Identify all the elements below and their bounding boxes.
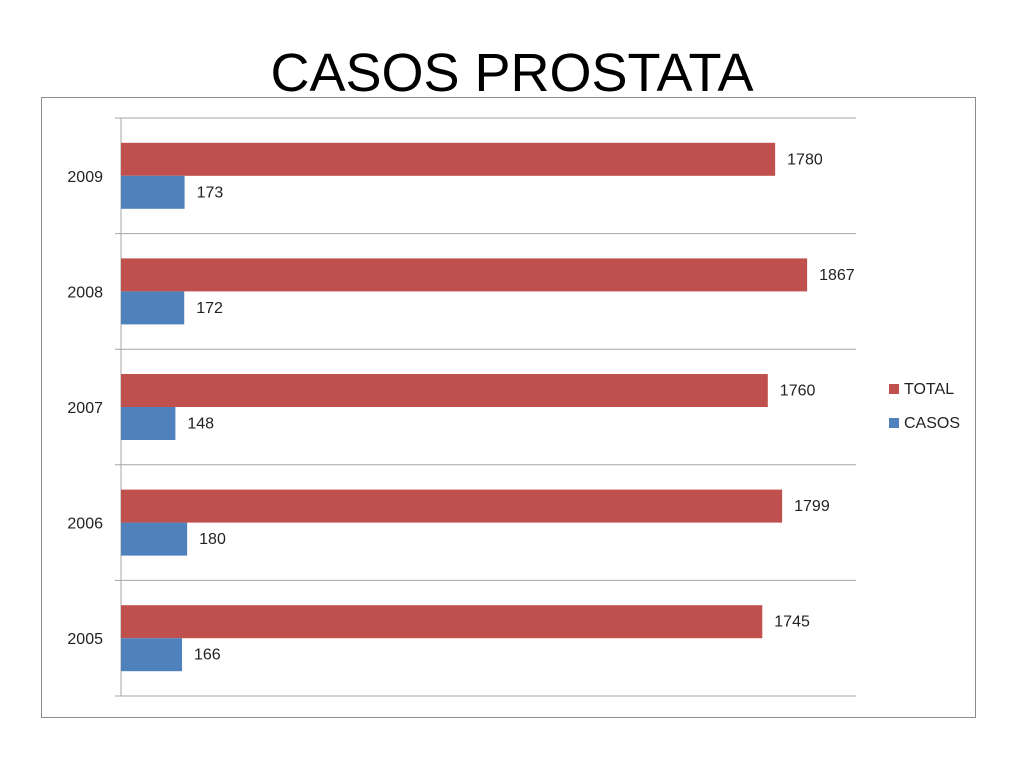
bar-total xyxy=(121,489,783,523)
data-label: 172 xyxy=(196,300,223,317)
page-title: CASOS PROSTATA xyxy=(270,43,754,103)
labels-layer: 2009 1780 173 2008 1867 172 2007 1760 148 2006 179… xyxy=(67,151,854,663)
bar-casos xyxy=(121,175,185,209)
legend-label: CASOS xyxy=(904,415,960,432)
legend-swatch xyxy=(889,418,899,428)
bar-casos xyxy=(121,407,176,440)
data-label: 173 xyxy=(197,184,224,201)
category-label: 2006 xyxy=(67,516,103,533)
data-label: 180 xyxy=(199,531,226,548)
data-label: 1867 xyxy=(819,267,855,284)
bar-total xyxy=(121,374,768,407)
bar-casos xyxy=(121,291,185,325)
data-label: 166 xyxy=(194,647,221,664)
category-label: 2007 xyxy=(67,400,103,417)
category-label: 2005 xyxy=(67,631,103,648)
legend-label: TOTAL xyxy=(904,381,954,398)
legend-swatch xyxy=(889,384,899,394)
bar-total xyxy=(121,605,763,639)
data-label: 1745 xyxy=(774,614,810,631)
data-label: 148 xyxy=(187,416,214,433)
data-label: 1799 xyxy=(794,498,830,515)
bar-casos xyxy=(121,638,183,672)
legend: TOTAL CASOS xyxy=(889,381,960,432)
bars-layer xyxy=(121,142,808,672)
bar-total xyxy=(121,142,776,176)
category-label: 2008 xyxy=(67,284,103,301)
bar-total xyxy=(121,258,808,292)
category-label: 2009 xyxy=(67,169,103,186)
data-label: 1760 xyxy=(780,383,816,400)
data-label: 1780 xyxy=(787,151,823,168)
bar-casos xyxy=(121,522,188,556)
